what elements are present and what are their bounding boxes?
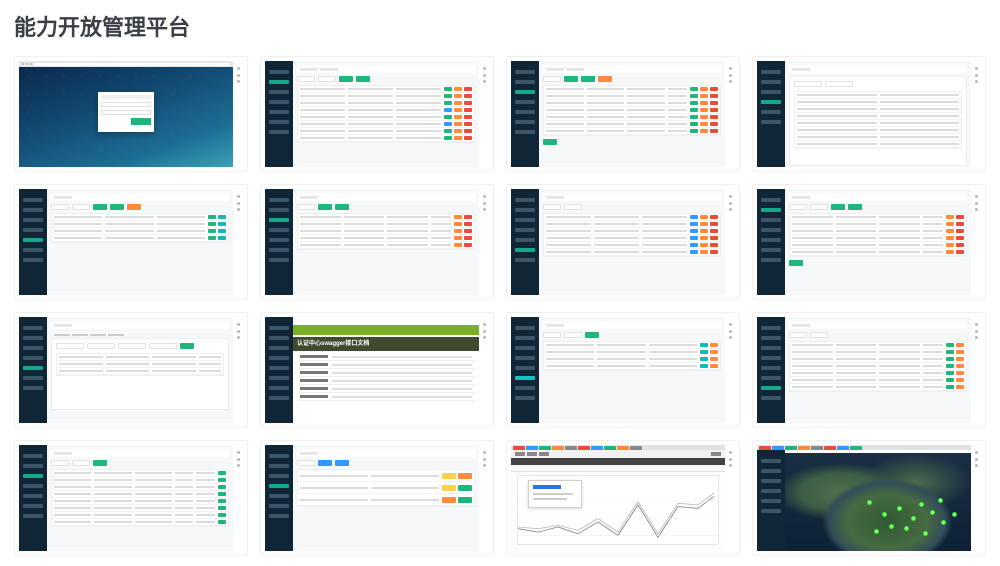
more-icon[interactable] — [975, 195, 979, 211]
thumb-4-detail[interactable] — [752, 56, 986, 172]
more-icon[interactable] — [237, 195, 241, 211]
more-icon[interactable] — [975, 451, 979, 467]
swagger-endpoints — [297, 353, 475, 421]
sidebar — [265, 61, 293, 167]
swagger-banner-title: 认证中心swagger接口文档 — [293, 337, 479, 351]
thumb-8-table[interactable] — [752, 184, 986, 300]
thumb-5-table[interactable] — [14, 184, 248, 300]
thumb-6-table[interactable] — [260, 184, 494, 300]
thumb-10-swagger[interactable]: 认证中心swagger接口文档 — [260, 312, 494, 428]
thumb-11-table[interactable] — [506, 312, 740, 428]
browser-chrome — [19, 61, 233, 67]
more-icon[interactable] — [975, 323, 979, 339]
more-icon[interactable] — [975, 67, 979, 83]
more-icon[interactable] — [483, 323, 487, 339]
thumb-7-table[interactable] — [506, 184, 740, 300]
thumb-14-table[interactable] — [260, 440, 494, 556]
login-button[interactable] — [131, 118, 151, 125]
more-icon[interactable] — [237, 451, 241, 467]
more-icon[interactable] — [729, 451, 733, 467]
line-chart — [517, 475, 719, 545]
thumb-2-table[interactable] — [260, 56, 494, 172]
swagger-toolbar — [293, 325, 479, 335]
thumb-9-panel[interactable] — [14, 312, 248, 428]
more-icon[interactable] — [729, 67, 733, 83]
more-icon[interactable] — [729, 195, 733, 211]
thumb-1-login[interactable] — [14, 56, 248, 172]
more-icon[interactable] — [729, 323, 733, 339]
chart-tooltip — [528, 480, 582, 508]
thumb-3-table[interactable] — [506, 56, 740, 172]
thumb-15-chart[interactable] — [506, 440, 740, 556]
page-title: 能力开放管理平台 — [14, 10, 986, 42]
more-icon[interactable] — [483, 195, 487, 211]
login-dialog — [98, 92, 154, 132]
thumb-13-table[interactable] — [14, 440, 248, 556]
map-view — [785, 453, 971, 551]
thumbnail-grid: 认证中心swagger接口文档 — [14, 56, 986, 556]
browser-tabs — [757, 445, 971, 450]
more-icon[interactable] — [483, 67, 487, 83]
more-icon[interactable] — [237, 323, 241, 339]
more-icon[interactable] — [483, 451, 487, 467]
more-icon[interactable] — [237, 67, 241, 83]
thumb-16-map[interactable] — [752, 440, 986, 556]
thumb-12-table[interactable] — [752, 312, 986, 428]
